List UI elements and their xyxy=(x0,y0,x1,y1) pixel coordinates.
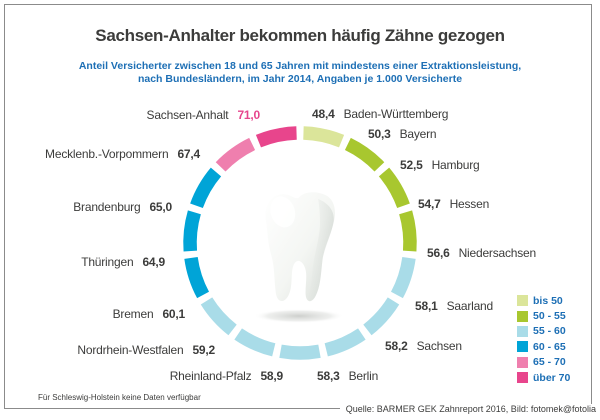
legend-swatch xyxy=(517,341,528,353)
legend-item-60-65: 60 - 65 xyxy=(517,339,570,354)
ring-segment-mecklenb-vorpommern xyxy=(215,137,256,172)
state-label-niedersachsen: 56,6 Niedersachsen xyxy=(427,246,536,260)
state-value: 67,4 xyxy=(177,147,200,161)
tooth-shadow xyxy=(254,309,344,323)
ring-segment-bremen xyxy=(184,256,210,299)
state-label-rheinland-pfalz: Rheinland-Pfalz 58,9 xyxy=(170,369,283,383)
legend-item-50-55: 50 - 55 xyxy=(517,308,570,323)
chart-subtitle-line2: nach Bundesländern, im Jahr 2014, Angabe… xyxy=(137,72,463,85)
ring-segment-hessen xyxy=(399,210,417,252)
state-value: 59,2 xyxy=(192,343,215,357)
state-name: Mecklenb.-Vorpommern xyxy=(45,147,169,161)
legend-swatch xyxy=(517,310,528,322)
state-value: 48,4 xyxy=(312,107,335,121)
tooth-shading xyxy=(307,198,334,301)
footnote: Für Schleswig-Holstein keine Daten verfü… xyxy=(38,393,201,402)
state-name: Berlin xyxy=(348,369,379,383)
legend: bis 50 50 - 55 55 - 60 60 - 65 65 - 70 über 7… xyxy=(517,293,570,385)
state-value: 71,0 xyxy=(237,108,260,122)
chart-subtitle-line1: Anteil Versicherter zwischen 18 und 65 J… xyxy=(78,60,522,72)
state-name: Rheinland-Pfalz xyxy=(169,369,252,383)
ring-segments-group xyxy=(183,126,417,360)
state-name: Hamburg xyxy=(431,158,480,172)
state-name: Sachsen xyxy=(416,339,463,353)
state-value: 52,5 xyxy=(400,158,423,172)
state-name: Bayern xyxy=(399,127,437,141)
state-label-sachsen: 58,2 Sachsen xyxy=(385,339,462,353)
legend-label: 55 - 60 xyxy=(533,325,566,338)
state-name: Hessen xyxy=(449,197,490,211)
ring-segment-baden-w-rttemberg xyxy=(303,126,345,148)
source-credit: Quelle: BARMER GEK Zahnreport 2016, Bild… xyxy=(339,404,597,414)
state-value: 58,1 xyxy=(415,299,438,313)
ring-segment-hamburg xyxy=(378,167,410,209)
state-label-hamburg: 52,5 Hamburg xyxy=(400,158,480,172)
ring-segment-sachsen xyxy=(324,328,366,357)
state-value: 58,9 xyxy=(260,369,283,383)
state-label-sachsen-anhalt: Sachsen-Anhalt 71,0 xyxy=(146,108,261,122)
state-name: Nordrhein-Westfalen xyxy=(77,343,184,357)
state-label-baden-w-rttemberg: 48,4 Baden-Württemberg xyxy=(312,107,448,121)
legend-label: 60 - 65 xyxy=(533,340,566,353)
legend-item-65-70: 65 - 70 xyxy=(517,355,570,370)
chart-subtitle: Anteil Versicherter zwischen 18 und 65 J… xyxy=(0,60,600,85)
state-label-nordrhein-westfalen: Nordrhein-Westfalen 59,2 xyxy=(77,343,215,357)
legend-item--ber-70: über 70 xyxy=(517,370,570,385)
legend-label: 65 - 70 xyxy=(533,356,566,369)
state-value: 58,2 xyxy=(385,339,408,353)
chart-title: Sachsen-Anhalter bekommen häufig Zähne g… xyxy=(95,26,505,45)
frame-border xyxy=(4,4,592,409)
state-name: Saarland xyxy=(446,299,494,313)
state-value: 65,0 xyxy=(149,200,172,214)
state-label-mecklenb-vorpommern: Mecklenb.-Vorpommern 67,4 xyxy=(45,147,200,161)
tooth-highlight xyxy=(270,196,296,228)
state-value: 64,9 xyxy=(142,255,165,269)
state-label-berlin: 58,3 Berlin xyxy=(317,369,378,383)
state-label-hessen: 54,7 Hessen xyxy=(418,197,489,211)
ring-segment-th-ringen xyxy=(183,210,201,252)
ring-segment-bayern xyxy=(344,137,385,172)
state-label-bremen: Bremen 60,1 xyxy=(112,307,186,321)
legend-swatch xyxy=(517,325,528,337)
legend-swatch xyxy=(517,295,528,307)
state-label-saarland: 58,1 Saarland xyxy=(415,299,493,313)
ring-segment-saarland xyxy=(363,297,400,336)
state-name: Sachsen-Anhalt xyxy=(146,108,229,122)
state-value: 60,1 xyxy=(162,307,185,321)
ring-segment-niedersachsen xyxy=(390,256,416,299)
tooth-illustration xyxy=(265,192,335,302)
state-name: Brandenburg xyxy=(73,200,141,214)
legend-label: über 70 xyxy=(533,371,571,384)
legend-label: bis 50 xyxy=(533,294,563,307)
state-value: 56,6 xyxy=(427,246,450,260)
legend-swatch xyxy=(517,372,528,384)
ring-segment-sachsen-anhalt xyxy=(255,126,297,148)
state-label-th-ringen: Thüringen 64,9 xyxy=(81,255,165,269)
state-label-bayern: 50,3 Bayern xyxy=(368,127,437,141)
ring-segment-brandenburg xyxy=(190,167,222,209)
legend-label: 50 - 55 xyxy=(533,310,566,323)
state-name: Bremen xyxy=(112,307,154,321)
ring-segment-rheinland-pfalz xyxy=(234,328,276,357)
legend-item-bis-50: bis 50 xyxy=(517,293,570,308)
state-value: 54,7 xyxy=(418,197,441,211)
state-label-brandenburg: Brandenburg 65,0 xyxy=(73,200,172,214)
ring-segment-nordrhein-westfalen xyxy=(200,297,237,336)
ring-segment-berlin xyxy=(279,344,321,360)
state-name: Baden-Württemberg xyxy=(343,107,449,121)
legend-item-55-60: 55 - 60 xyxy=(517,324,570,339)
state-value: 50,3 xyxy=(368,127,391,141)
state-name: Thüringen xyxy=(81,255,134,269)
legend-swatch xyxy=(517,356,528,368)
state-value: 58,3 xyxy=(317,369,340,383)
state-name: Niedersachsen xyxy=(458,246,537,260)
